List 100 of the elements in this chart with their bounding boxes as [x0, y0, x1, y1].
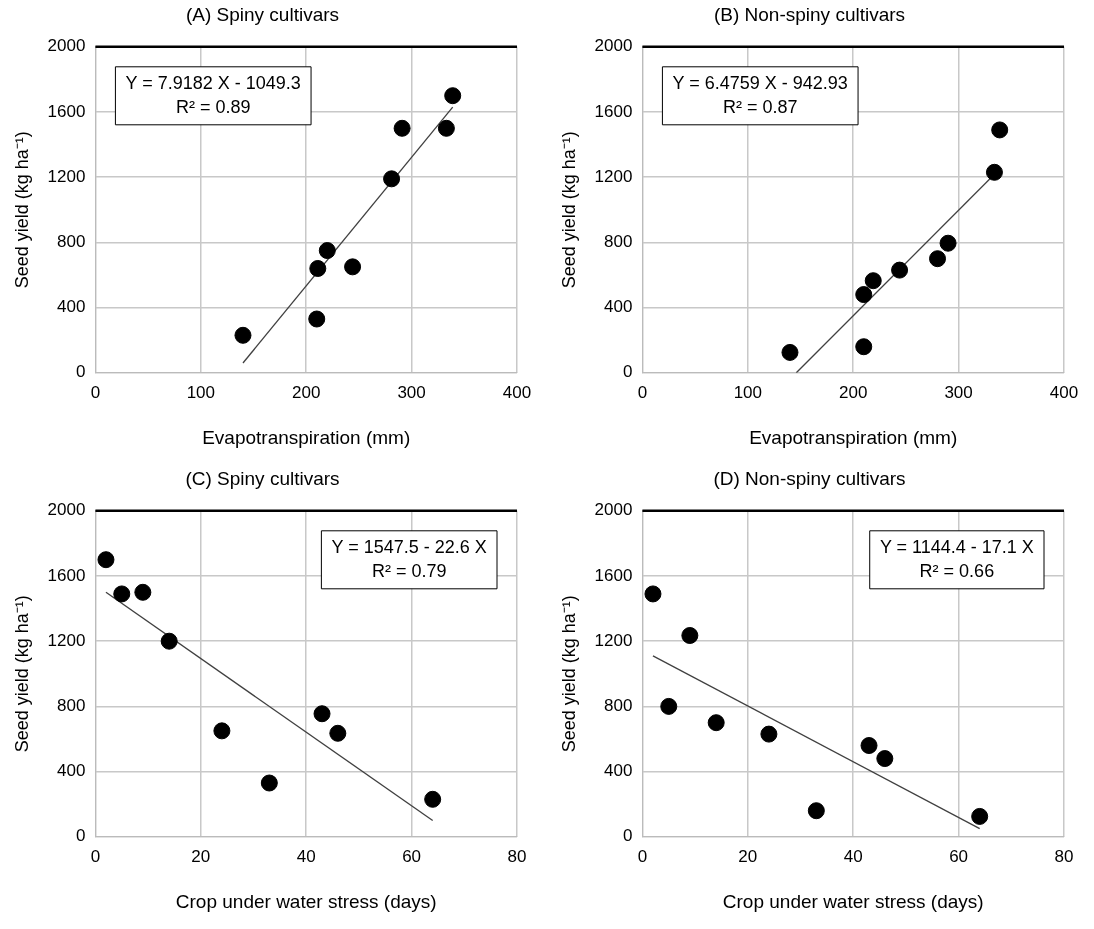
x-tick-label: 300: [397, 382, 426, 402]
point: [855, 286, 873, 304]
x-tick-label: 0: [90, 846, 101, 866]
point: [260, 774, 278, 792]
x-tick-label: 60: [402, 846, 422, 866]
point: [344, 258, 362, 276]
annotation: Y = 1144.4 - 17.1 X: [879, 536, 1034, 557]
y-tick-label: 1600: [47, 565, 86, 585]
x-tick-label: 200: [292, 382, 321, 402]
x-tick-label: 20: [738, 846, 758, 866]
point: [864, 272, 882, 290]
annotation: Y = 7.9182 X - 1049.3: [125, 72, 301, 93]
x-tick-label: 20: [191, 846, 211, 866]
y-tick-label: 1200: [47, 166, 86, 186]
x-axis-title: Evapotranspiration (mm): [202, 426, 411, 448]
x-tick-label: 80: [1054, 846, 1074, 866]
point: [860, 737, 878, 755]
y-tick-label: 1600: [594, 565, 633, 585]
y-tick-label: 0: [622, 826, 633, 846]
point: [234, 326, 252, 344]
y-tick-label: 800: [604, 232, 633, 252]
y-tick-label: 1200: [47, 630, 86, 650]
point: [991, 121, 1009, 139]
x-tick-label: 40: [843, 846, 863, 866]
y-axis-title: Seed yield (kg ha⁻¹): [11, 131, 32, 289]
point: [313, 705, 331, 723]
y-tick-label: 2000: [47, 36, 86, 56]
y-axis-title: Seed yield (kg ha⁻¹): [11, 595, 32, 753]
point: [644, 585, 662, 603]
x-tick-label: 100: [733, 382, 762, 402]
point: [309, 259, 327, 277]
y-tick-label: 2000: [47, 500, 86, 520]
point: [393, 119, 411, 137]
point: [876, 750, 894, 768]
x-tick-label: 300: [944, 382, 973, 402]
x-tick-label: 400: [502, 382, 532, 402]
point: [707, 714, 725, 732]
y-tick-label: 0: [75, 362, 86, 382]
point: [424, 790, 442, 808]
chart-title: (C) Spiny cultivars: [185, 467, 340, 489]
point: [383, 170, 401, 188]
x-tick-label: 100: [186, 382, 215, 402]
y-tick-label: 0: [75, 826, 86, 846]
point: [985, 163, 1003, 181]
x-axis-title: Crop under water stress (days): [175, 890, 437, 912]
point: [681, 627, 699, 644]
y-axis-title: Seed yield (kg ha⁻¹): [558, 131, 579, 289]
chart-title: (D) Non-spiny cultivars: [713, 467, 906, 489]
x-axis-title: Crop under water stress (days): [722, 890, 984, 912]
annotation: Y = 1547.5 - 22.6 X: [331, 536, 487, 557]
y-tick-label: 1200: [594, 630, 633, 650]
point: [97, 551, 115, 569]
point: [891, 261, 909, 279]
chart-title: (A) Spiny cultivars: [185, 3, 340, 25]
y-axis-title: Seed yield (kg ha⁻¹): [558, 595, 579, 753]
y-tick-label: 400: [57, 761, 86, 781]
y-tick-label: 800: [604, 696, 633, 716]
annotation: Y = 6.4759 X - 942.93: [672, 72, 848, 93]
point: [971, 807, 989, 825]
chart-title: (B) Non-spiny cultivars: [713, 3, 906, 25]
y-tick-label: 2000: [594, 500, 633, 520]
point: [855, 338, 873, 356]
point: [437, 119, 455, 137]
x-tick-label: 60: [949, 846, 969, 866]
y-tick-label: 400: [604, 761, 633, 781]
y-tick-label: 2000: [594, 36, 633, 56]
x-tick-label: 0: [637, 846, 648, 866]
y-tick-label: 0: [622, 362, 633, 382]
y-tick-label: 800: [57, 232, 86, 252]
point: [660, 697, 678, 715]
point: [213, 722, 231, 740]
point: [760, 725, 778, 743]
y-tick-label: 1600: [594, 101, 633, 121]
annotation: R² = 0.66: [919, 560, 995, 581]
point: [134, 583, 152, 601]
x-tick-label: 0: [637, 382, 648, 402]
point: [318, 242, 336, 260]
x-tick-label: 200: [839, 382, 868, 402]
x-tick-label: 80: [507, 846, 527, 866]
x-tick-label: 400: [1049, 382, 1079, 402]
point: [939, 234, 957, 252]
annotation: R² = 0.89: [175, 96, 251, 117]
point: [113, 585, 131, 603]
point: [308, 310, 326, 328]
point: [444, 87, 462, 105]
y-tick-label: 400: [604, 297, 633, 317]
annotation: R² = 0.87: [722, 96, 798, 117]
y-tick-label: 1600: [47, 101, 86, 121]
x-tick-label: 40: [296, 846, 316, 866]
point: [329, 724, 347, 742]
y-tick-label: 1200: [594, 166, 633, 186]
point: [160, 632, 178, 650]
annotation: R² = 0.79: [371, 560, 447, 581]
x-tick-label: 0: [90, 382, 101, 402]
y-tick-label: 800: [57, 696, 86, 716]
y-tick-label: 400: [57, 297, 86, 317]
point: [929, 250, 947, 268]
x-axis-title: Evapotranspiration (mm): [749, 426, 958, 448]
point: [781, 343, 799, 361]
point: [807, 802, 825, 820]
